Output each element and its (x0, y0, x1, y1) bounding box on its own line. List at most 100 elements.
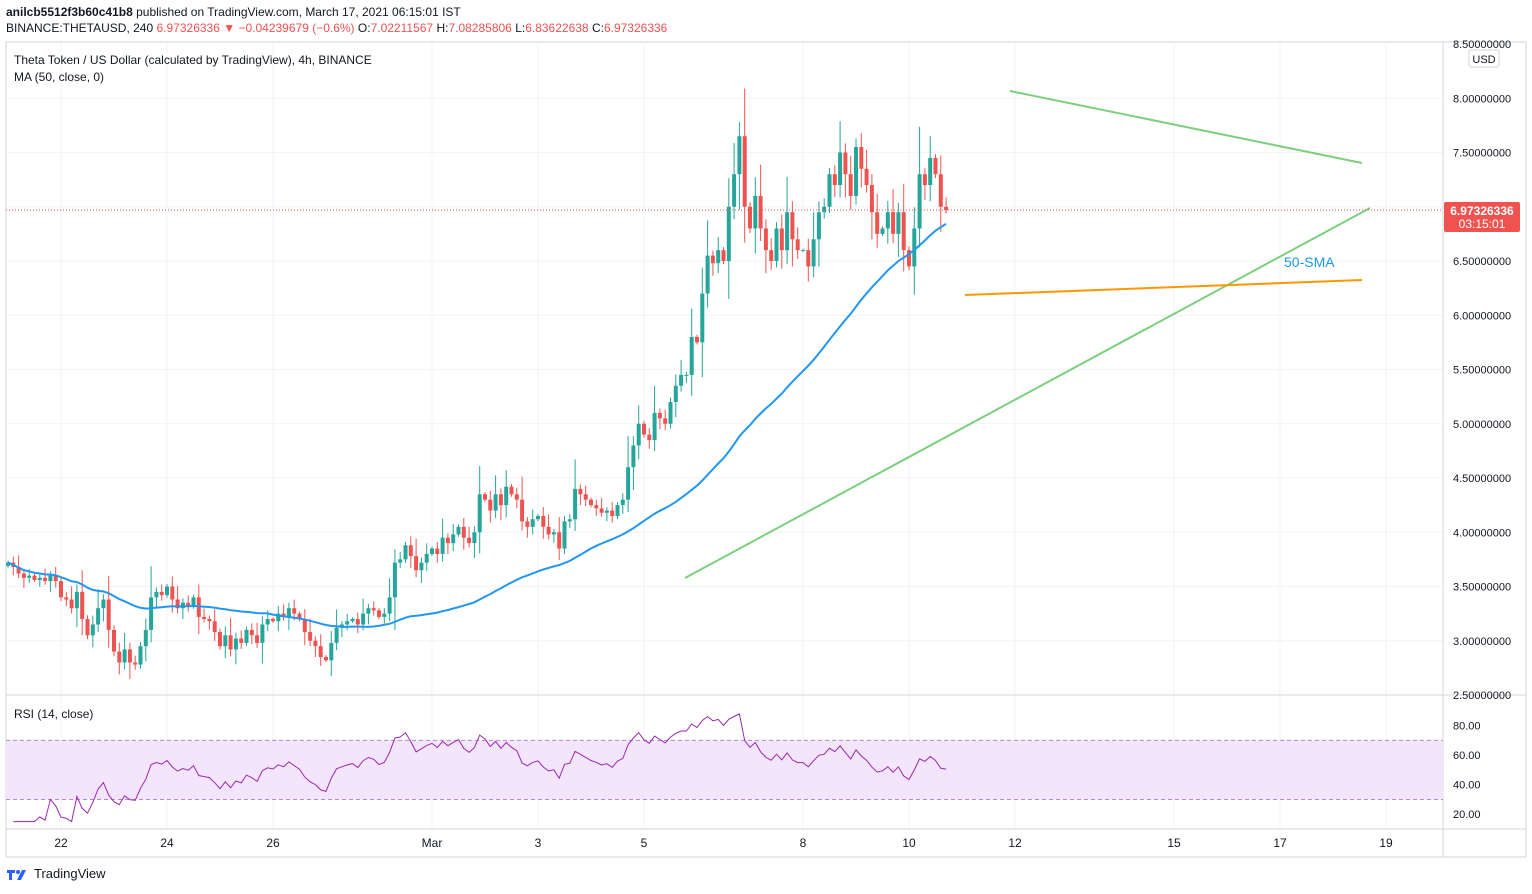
candle-body-4 (27, 575, 32, 578)
candle-body-85 (456, 526, 461, 535)
candle-body-118 (631, 445, 636, 468)
candle-body-148 (790, 212, 795, 240)
rsi-axis[interactable]: 80.00 60.00 40.00 20.00 (1453, 721, 1481, 822)
ma-legend[interactable]: MA (50, close, 0) (14, 70, 104, 84)
candle-body-166 (885, 212, 890, 229)
footer-brand[interactable]: TradingView (34, 866, 106, 881)
candle-body-81 (435, 548, 440, 554)
time-tick-9: 15 (1167, 836, 1181, 850)
open-label: O: (357, 21, 371, 35)
candle-body-32 (175, 599, 180, 609)
candle-body-40 (218, 632, 222, 647)
candle-body-18 (101, 599, 106, 609)
candle-body-144 (769, 250, 774, 261)
candle-body-167 (891, 212, 896, 234)
currency-box[interactable] (1468, 49, 1500, 68)
candle-body-2 (16, 566, 21, 574)
price-tick-7: 4.50000000 (1453, 473, 1511, 485)
upper-trendline[interactable] (1009, 90, 1363, 164)
candle-body-52 (281, 613, 286, 617)
candle-body-100 (536, 515, 540, 520)
price-chart[interactable]: 50-SMA 8.000000007.500000007.000000006.5… (0, 0, 1532, 860)
candle-body-97 (520, 499, 525, 522)
time-axis[interactable]: 22 24 26 Mar 3 5 8 10 12 15 17 19 (54, 836, 1393, 850)
grid-lines (6, 42, 1443, 829)
candle-body-120 (642, 423, 646, 435)
candle-body-99 (530, 519, 535, 527)
candle-body-90 (483, 494, 487, 500)
candle-body-149 (795, 239, 800, 251)
last-price-tag-value: 6.97326336 (1450, 204, 1514, 218)
candle-body-29 (159, 591, 164, 596)
candle-body-153 (816, 212, 821, 240)
price-tick-9: 3.50000000 (1453, 582, 1511, 594)
chart-header: anilcb5512f3b60c41b8 published on Tradin… (6, 4, 667, 36)
candle-body-117 (626, 467, 631, 500)
time-tick-7: 10 (902, 836, 916, 850)
candle-body-116 (620, 499, 625, 506)
candle-body-102 (546, 526, 551, 535)
price-axis[interactable]: 8.000000007.500000007.000000006.50000000… (1453, 39, 1511, 702)
candle-body-46 (249, 629, 254, 636)
candle-body-104 (557, 532, 562, 549)
candle-body-61 (329, 642, 334, 661)
published-text: published on TradingView.com, March 17, … (136, 5, 461, 19)
price-tick-12: 8.50000000 (1453, 39, 1511, 51)
candle-body-94 (504, 486, 509, 506)
candle-body-131 (700, 293, 705, 343)
candle-body-48 (260, 624, 265, 643)
candle-body-83 (445, 537, 450, 544)
candle-body-54 (292, 608, 297, 614)
candle-body-8 (48, 575, 53, 582)
candle-body-21 (117, 651, 122, 663)
candle-body-141 (753, 195, 758, 229)
high-value: 7.08285806 (448, 21, 512, 35)
candle-body-91 (488, 499, 493, 511)
candle-body-11 (64, 597, 69, 600)
footer: TradingView (6, 866, 106, 881)
candle-body-172 (917, 174, 922, 229)
candle-body-47 (255, 635, 260, 643)
candle-body-86 (461, 526, 466, 538)
time-tick-11: 19 (1379, 836, 1393, 850)
support-line[interactable] (964, 279, 1363, 296)
change-text: ▼ −0.04239679 (−0.6%) (223, 21, 355, 35)
currency-label[interactable]: USD (1472, 54, 1495, 66)
candle-body-45 (244, 629, 249, 643)
candle-body-135 (721, 250, 726, 261)
candle-body-168 (896, 212, 901, 234)
candle-body-69 (371, 608, 376, 611)
candle-body-78 (419, 562, 424, 571)
candle-body-60 (324, 657, 328, 661)
candle-body-77 (414, 556, 419, 571)
candle-body-24 (133, 662, 138, 665)
candle-body-67 (361, 613, 366, 625)
candle-body-49 (265, 619, 270, 625)
lower-trendline[interactable] (684, 207, 1371, 579)
price-tick-11: 2.50000000 (1453, 690, 1511, 702)
candle-body-16 (90, 624, 95, 636)
candle-body-115 (615, 505, 620, 516)
rsi-legend[interactable]: RSI (14, close) (14, 707, 93, 721)
candle-body-44 (239, 638, 244, 643)
candle-body-156 (832, 174, 837, 186)
chart-border (5, 41, 1527, 858)
candle-body-133 (710, 255, 715, 264)
candle-body-88 (472, 532, 477, 544)
candle-body-92 (493, 494, 498, 511)
symbol-interval: BINANCE:THETAUSD, 240 (6, 21, 154, 35)
candle-body-163 (869, 185, 874, 213)
candle-body-128 (684, 374, 689, 376)
candle-body-20 (112, 629, 116, 652)
candle-body-139 (742, 136, 747, 207)
publisher-name[interactable]: anilcb5512f3b60c41b8 (6, 5, 133, 19)
candle-body-152 (811, 239, 816, 267)
close-label: C: (591, 21, 604, 35)
candle-body-27 (149, 597, 154, 630)
candle-body-15 (85, 619, 90, 636)
candle-body-31 (170, 586, 175, 600)
rsi-tick-3: 20.00 (1453, 809, 1481, 821)
rsi-band (6, 740, 1443, 800)
candle-body-73 (392, 562, 397, 598)
candle-body-41 (223, 635, 228, 647)
